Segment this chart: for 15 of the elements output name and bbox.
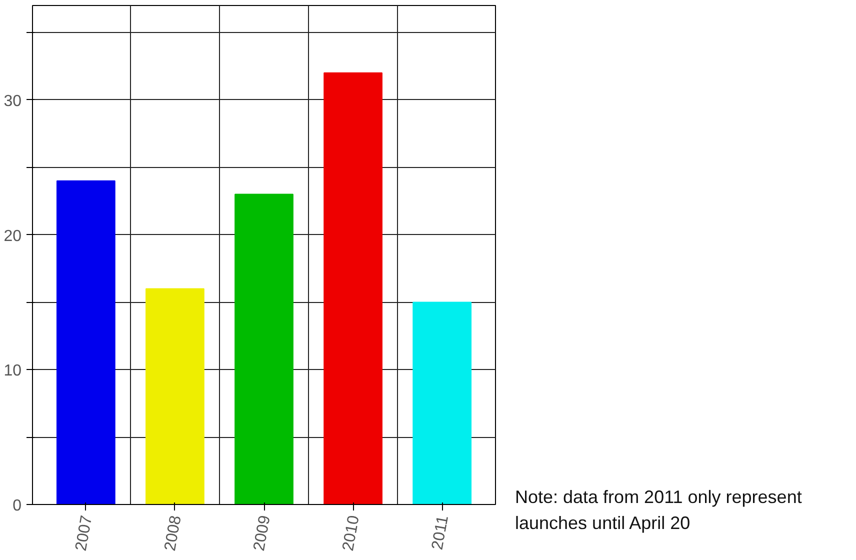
- bar: [234, 194, 294, 504]
- bar: [324, 72, 382, 504]
- text: Note: data from 2011 only represent launches until April 20: [515, 486, 803, 535]
- y-tick-label: 0: [12, 498, 22, 514]
- y-tick-label: 20: [4, 228, 22, 245]
- x-tick-label: 2007: [72, 514, 96, 552]
- x-tick-label: 2008: [162, 514, 185, 552]
- bar: [412, 302, 472, 504]
- bar: [56, 180, 116, 504]
- y-tick-label: 10: [4, 362, 22, 380]
- bar: [146, 288, 204, 504]
- x-tick-label: 2010: [340, 514, 363, 552]
- x-tick-label: 2009: [250, 514, 274, 552]
- x-tick-label: 2011: [429, 514, 452, 552]
- y-tick-label: 30: [4, 92, 22, 110]
